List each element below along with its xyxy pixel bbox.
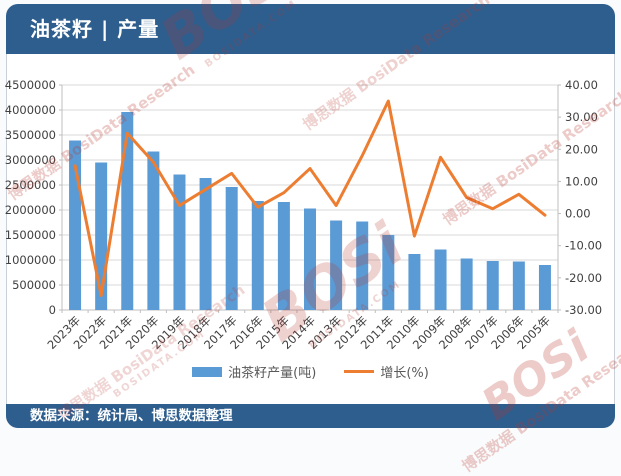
legend-label-production: 油茶籽产量(吨) xyxy=(228,366,317,381)
header-bar: 油茶籽 | 产量 xyxy=(6,4,615,54)
legend-item-growth: 增长(%) xyxy=(344,362,429,381)
legend-item-production: 油茶籽产量(吨) xyxy=(192,362,316,381)
legend-label-growth: 增长(%) xyxy=(380,366,429,381)
legend-bar-swatch-icon xyxy=(192,366,223,377)
footer-bar: 数据来源：统计局、博思数据整理 xyxy=(6,404,615,428)
chart-legend: 油茶籽产量(吨) 增长(%) xyxy=(0,362,621,381)
page-title: 油茶籽 | 产量 xyxy=(30,17,160,41)
data-source-text: 数据来源：统计局、博思数据整理 xyxy=(30,408,233,424)
legend-line-swatch-icon xyxy=(344,370,375,373)
